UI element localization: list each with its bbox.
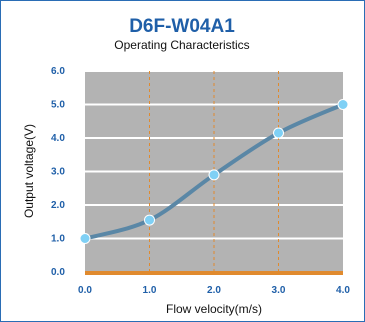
data-point — [144, 214, 155, 226]
x-tick-label: 4.0 — [336, 285, 350, 296]
data-point — [208, 169, 220, 181]
x-tick-label: 1.0 — [143, 285, 157, 296]
y-tick-label: 0.0 — [51, 267, 65, 278]
y-tick-label: 2.0 — [51, 200, 65, 211]
chart-subtitle: Operating Characteristics — [114, 38, 249, 52]
x-tick-labels: 0.0 1.0 2.0 3.0 4.0 — [78, 285, 350, 296]
y-tick-label: 1.0 — [51, 234, 65, 245]
x-axis-label: Flow velocity(m/s) — [166, 302, 262, 316]
series-group — [79, 99, 349, 244]
data-point — [79, 233, 91, 244]
x-tick-label: 0.0 — [78, 285, 92, 296]
x-tick-label: 2.0 — [207, 285, 221, 296]
y-tick-label: 6.0 — [51, 66, 65, 77]
y-tick-labels: 0.0 1.0 2.0 3.0 4.0 5.0 6.0 — [51, 66, 65, 278]
y-axis-label: Output voltage(V) — [22, 124, 36, 218]
x-tick-label: 3.0 — [272, 285, 286, 296]
y-tick-label: 3.0 — [51, 167, 65, 178]
y-tick-label: 4.0 — [51, 133, 65, 144]
data-point — [337, 99, 349, 110]
chart-title: D6F-W04A1 — [129, 16, 235, 37]
y-tick-label: 5.0 — [51, 100, 65, 111]
data-point — [273, 127, 284, 139]
